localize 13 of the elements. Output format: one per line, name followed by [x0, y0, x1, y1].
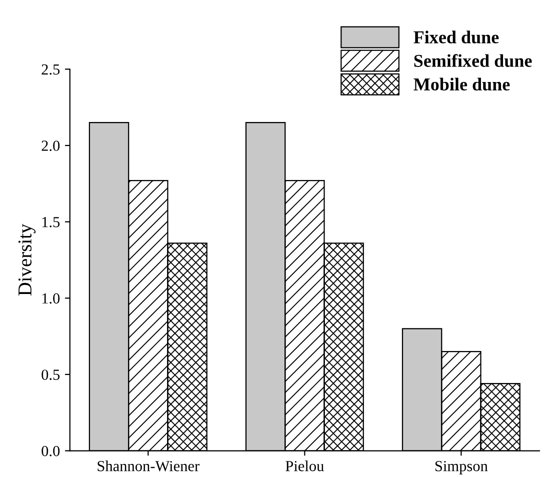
- legend-label: Mobile dune: [414, 78, 510, 91]
- legend-label: Fixed dune: [414, 30, 499, 44]
- legend-label: Semifixed dune: [414, 54, 532, 67]
- y-axis-title: Diversity: [18, 224, 36, 296]
- y-tick-label: 1.5: [42, 217, 60, 228]
- y-tick-label: 0.5: [42, 370, 60, 380]
- y-tick-label: 2.5: [42, 64, 60, 75]
- y-tick-label: 2.0: [42, 140, 60, 152]
- y-tick-label: 1.0: [42, 293, 60, 304]
- x-tick-label: Pielou: [286, 460, 324, 472]
- y-tick-label: 0.0: [42, 446, 60, 456]
- x-tick-label: Shannon-Wiener: [98, 460, 200, 472]
- x-tick-label: Simpson: [435, 460, 488, 474]
